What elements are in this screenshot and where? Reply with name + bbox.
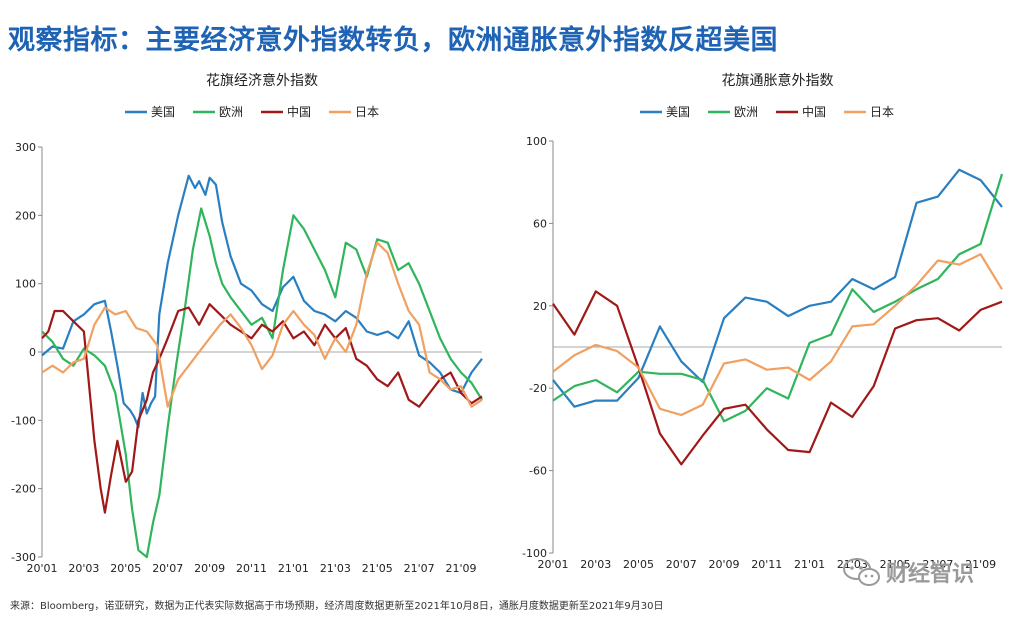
legend-label: 中国	[802, 104, 826, 119]
legend-label: 中国	[287, 104, 311, 119]
y-tick-label: 200	[15, 209, 36, 222]
x-tick-label: 21'07	[922, 558, 953, 571]
y-tick-label: -20	[529, 382, 547, 395]
legend-item: 欧洲	[193, 105, 243, 119]
x-tick-label: 21'01	[794, 558, 825, 571]
series-line-中国	[552, 290, 1003, 466]
x-tick-label: 20'11	[751, 558, 782, 571]
x-tick-label: 21'07	[404, 562, 435, 575]
x-tick-label: 20'05	[623, 558, 654, 571]
series-line-中国	[41, 303, 483, 514]
legend-item: 日本	[329, 105, 379, 119]
y-tick-label: 60	[533, 217, 547, 230]
y-tick-label: 0	[29, 346, 36, 359]
watermark-text: 财经智识	[886, 562, 975, 587]
y-tick-label: -200	[11, 483, 36, 496]
source-footnote: 来源：Bloomberg，诺亚研究，数据为正代表实际数据高于市场预期，经济周度数…	[10, 601, 664, 612]
x-tick-label: 20'01	[26, 562, 57, 575]
series-line-欧洲	[41, 207, 483, 559]
y-tick-label: -300	[11, 551, 36, 564]
wechat-icon	[843, 558, 880, 586]
y-tick-label: -100	[11, 414, 36, 427]
chart-title: 花旗通胀意外指数	[722, 72, 834, 89]
x-tick-label: 21'05	[362, 562, 393, 575]
x-tick-label: 20'03	[580, 558, 611, 571]
x-tick-label: 21'05	[880, 558, 911, 571]
legend-label: 美国	[666, 105, 690, 119]
y-tick-label: 100	[526, 135, 547, 148]
legend-label: 美国	[151, 105, 175, 119]
x-tick-label: 21'03	[320, 562, 351, 575]
y-tick-label: 300	[15, 141, 36, 154]
series-line-美国	[552, 168, 1003, 408]
y-tick-label: 20	[533, 300, 547, 313]
legend-item: 中国	[261, 104, 311, 119]
series-line-日本	[41, 241, 483, 408]
y-tick-label: 100	[15, 278, 36, 291]
x-tick-label: 20'05	[110, 562, 141, 575]
x-tick-label: 20'11	[236, 562, 267, 575]
x-tick-label: 21'09	[965, 558, 996, 571]
x-tick-label: 20'09	[194, 562, 225, 575]
x-tick-label: 20'07	[152, 562, 183, 575]
x-tick-label: 20'09	[709, 558, 740, 571]
legend-label: 日本	[870, 105, 894, 119]
y-tick-label: -60	[529, 465, 547, 478]
x-tick-label: 21'01	[278, 562, 309, 575]
page-headline: 观察指标：主要经济意外指数转负，欧洲通胀意外指数反超美国	[8, 25, 778, 56]
legend-item: 日本	[844, 105, 894, 119]
series-line-美国	[41, 174, 483, 429]
legend-label: 日本	[355, 105, 379, 119]
legend-item: 美国	[125, 105, 175, 119]
x-tick-label: 20'03	[68, 562, 99, 575]
series-line-日本	[552, 253, 1003, 417]
chart-title: 花旗经济意外指数	[206, 72, 318, 89]
y-tick-label: -100	[522, 547, 547, 560]
series-line-欧洲	[552, 173, 1004, 423]
legend-item: 欧洲	[708, 105, 758, 119]
legend-item: 中国	[776, 104, 826, 119]
legend-label: 欧洲	[219, 105, 243, 119]
legend-label: 欧洲	[734, 105, 758, 119]
x-tick-label: 20'01	[537, 558, 568, 571]
x-tick-label: 21'09	[446, 562, 477, 575]
legend-item: 美国	[640, 105, 690, 119]
x-tick-label: 20'07	[666, 558, 697, 571]
watermark: 财经智识	[842, 556, 974, 588]
